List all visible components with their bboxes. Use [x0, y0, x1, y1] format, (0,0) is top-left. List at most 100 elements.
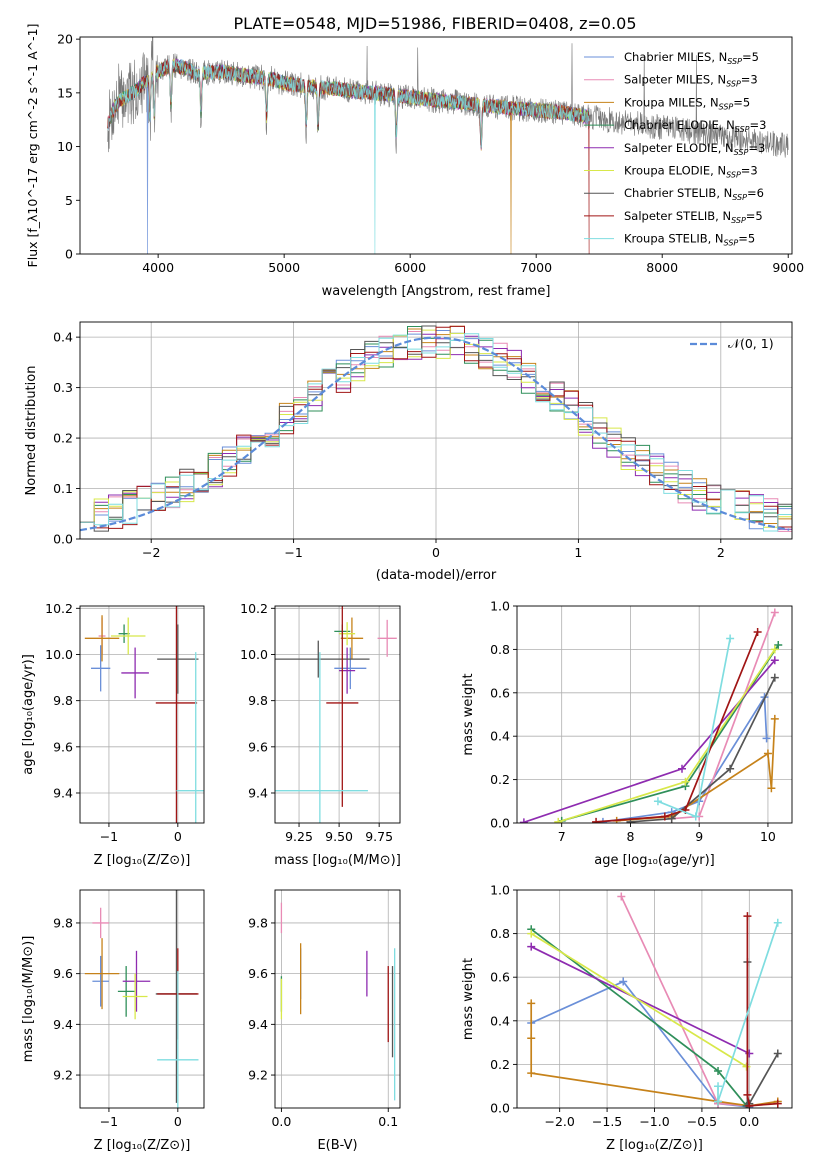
y-axis-label: age [log₁₀(age/yr)]	[21, 654, 36, 775]
series-line-chabrier_elodie	[561, 644, 780, 822]
x-tick-label: 7	[558, 829, 566, 844]
legend-label-salpeter_elodie: Salpeter ELODIE, NSSP=3	[624, 141, 765, 157]
y-tick-label: 9.8	[248, 693, 268, 708]
chart-residual_hist: −2 −1 0 1 2 0.0 0.1 0.2 0.3 0.4 (data-model)/error…	[24, 321, 793, 583]
y-tick-label: 9.4	[53, 1017, 73, 1032]
legend-label-text: Chabrier STELIB, N	[624, 186, 732, 200]
series-marker-salpeter_stelib	[743, 1090, 752, 1099]
x-tick-label: 9000	[772, 260, 804, 275]
series-marker-salpeter_elodie	[678, 764, 686, 773]
series-marker-kroupa_elodie	[527, 929, 536, 938]
series-marker-salpeter_stelib	[743, 912, 752, 921]
x-tick-label: −2.0	[544, 1114, 574, 1129]
x-tick-label: −1	[284, 545, 302, 560]
y-tick-label: 10	[57, 139, 73, 154]
y-tick-label: 1.0	[490, 599, 510, 614]
legend-label-suffix: =3	[750, 118, 767, 132]
y-axis-label: mass weight	[461, 673, 476, 755]
legend-label-normal: 𝒩(0, 1)	[728, 336, 774, 351]
series-line-chabrier_stelib	[630, 677, 776, 823]
legend-label-text: Chabrier ELODIE, N	[624, 118, 735, 132]
y-axis-label: mass weight	[461, 958, 476, 1040]
plot-area	[80, 606, 204, 823]
legend-label-text: Chabrier MILES, N	[624, 50, 727, 64]
legend-label-sub: SSP	[734, 148, 749, 157]
legend-label-sub: SSP	[724, 239, 739, 248]
chart-spectrum: 4000 5000 6000 7000 8000 9000 0 5 10 15 20 waveleng…	[25, 24, 804, 299]
y-tick-label: 0.0	[490, 1101, 510, 1116]
x-tick-label: 8000	[646, 260, 678, 275]
legend-label-sub: SSP	[727, 57, 742, 66]
y-tick-label: 0.8	[490, 926, 510, 941]
y-tick-label: 20	[57, 32, 73, 47]
x-tick-label: 0	[174, 1114, 182, 1129]
plot-area	[107, 37, 789, 254]
y-tick-label: 0.2	[490, 1057, 510, 1072]
chart-mass_vs_Z: −1 0 9.2 9.4 9.6 9.8 Z [log₁₀(Z/Z⊙)] mass [log₁…	[21, 889, 205, 1153]
y-tick-label: 0.4	[490, 1013, 510, 1028]
data-layer	[84, 606, 204, 823]
series-line-chabrier_elodie	[530, 928, 748, 1107]
series-line-salpeter_stelib	[596, 631, 759, 823]
x-tick-label: 9	[695, 829, 703, 844]
x-axis-label: mass [log₁₀(M/M⊙)]	[274, 853, 401, 868]
series-marker-salpeter_stelib	[773, 1099, 782, 1108]
y-tick-label: 10.0	[240, 647, 268, 662]
plot-area	[80, 890, 204, 1108]
legend-label-sub: SSP	[726, 80, 741, 89]
axes-frame	[79, 605, 205, 824]
chart-massweight_vs_Z: −2.0 −1.5 −1.0 −0.5 0.0 0.0 0.2 0.4 0.6 0.8 1.0 Z […	[461, 883, 793, 1153]
y-tick-label: 9.4	[53, 785, 73, 800]
chart-mass_vs_ebv: 0.0 0.1 9.2 9.4 9.6 9.8 E(B-V)	[248, 889, 401, 1153]
legend-label-suffix: =6	[747, 186, 764, 200]
series-marker-chabrier_stelib	[770, 673, 779, 682]
x-tick-label: −0.5	[687, 1114, 717, 1129]
x-tick-label: −1.0	[639, 1114, 669, 1129]
series-marker-kroupa_stelib	[726, 634, 735, 643]
series-marker-salpeter_elodie	[527, 942, 536, 951]
y-tick-label: 0.6	[490, 970, 510, 985]
legend-label-salpeter_miles: Salpeter MILES, NSSP=3	[624, 73, 758, 89]
legend-label-kroupa_stelib: Kroupa STELIB, NSSP=5	[624, 232, 755, 248]
series-marker-chabrier_miles	[619, 977, 628, 986]
normal-reference-curve	[80, 336, 790, 532]
y-tick-label: 0.3	[53, 380, 73, 395]
series-marker-kroupa_miles	[770, 714, 779, 723]
x-tick-label: 0.1	[378, 1114, 398, 1129]
series-marker-salpeter_stelib	[592, 817, 601, 823]
axes-frame	[274, 605, 401, 824]
legend-label-suffix: =5	[733, 95, 750, 109]
legend-label-chabrier_elodie: Chabrier ELODIE, NSSP=3	[624, 118, 766, 134]
x-tick-label: 2	[717, 545, 725, 560]
y-tick-label: 9.6	[248, 966, 268, 981]
legend-label-suffix: =3	[741, 73, 758, 87]
series-marker-kroupa_miles	[763, 749, 772, 758]
legend-label-sub: SSP	[732, 193, 747, 202]
data-layer	[519, 608, 783, 823]
series-marker-chabrier_miles	[762, 734, 771, 743]
x-tick-label: 0.0	[739, 1114, 759, 1129]
series-marker-salpeter_stelib	[660, 812, 669, 821]
data-layer	[107, 37, 789, 254]
series-marker-salpeter_miles	[770, 608, 779, 617]
series-marker-salpeter_elodie	[745, 1049, 754, 1058]
y-tick-label: 9.4	[248, 1017, 268, 1032]
data-layer	[527, 892, 782, 1108]
y-tick-label: 9.8	[53, 693, 73, 708]
y-tick-label: 1.0	[490, 883, 510, 898]
y-tick-label: 9.6	[248, 739, 268, 754]
plot-area	[275, 890, 400, 1108]
y-axis-label: mass [log₁₀(M/M⊙)]	[21, 936, 36, 1063]
series-marker-chabrier_stelib	[773, 1049, 782, 1058]
series-marker-chabrier_elodie	[774, 641, 783, 650]
legend-label-sub: SSP	[731, 216, 746, 225]
x-tick-label: 8	[626, 829, 634, 844]
y-tick-label: 0.8	[490, 642, 510, 657]
y-tick-label: 10.2	[45, 601, 73, 616]
x-tick-label: 4000	[142, 260, 174, 275]
series-marker-kroupa_miles	[767, 784, 776, 793]
legend-label-text: Salpeter MILES, N	[624, 73, 726, 87]
chart-age_vs_mass: 9.25 9.50 9.75 9.4 9.6 9.8 10.0 10.2 mass [log₁₀…	[240, 601, 401, 868]
legend-label-suffix: =5	[738, 232, 755, 246]
